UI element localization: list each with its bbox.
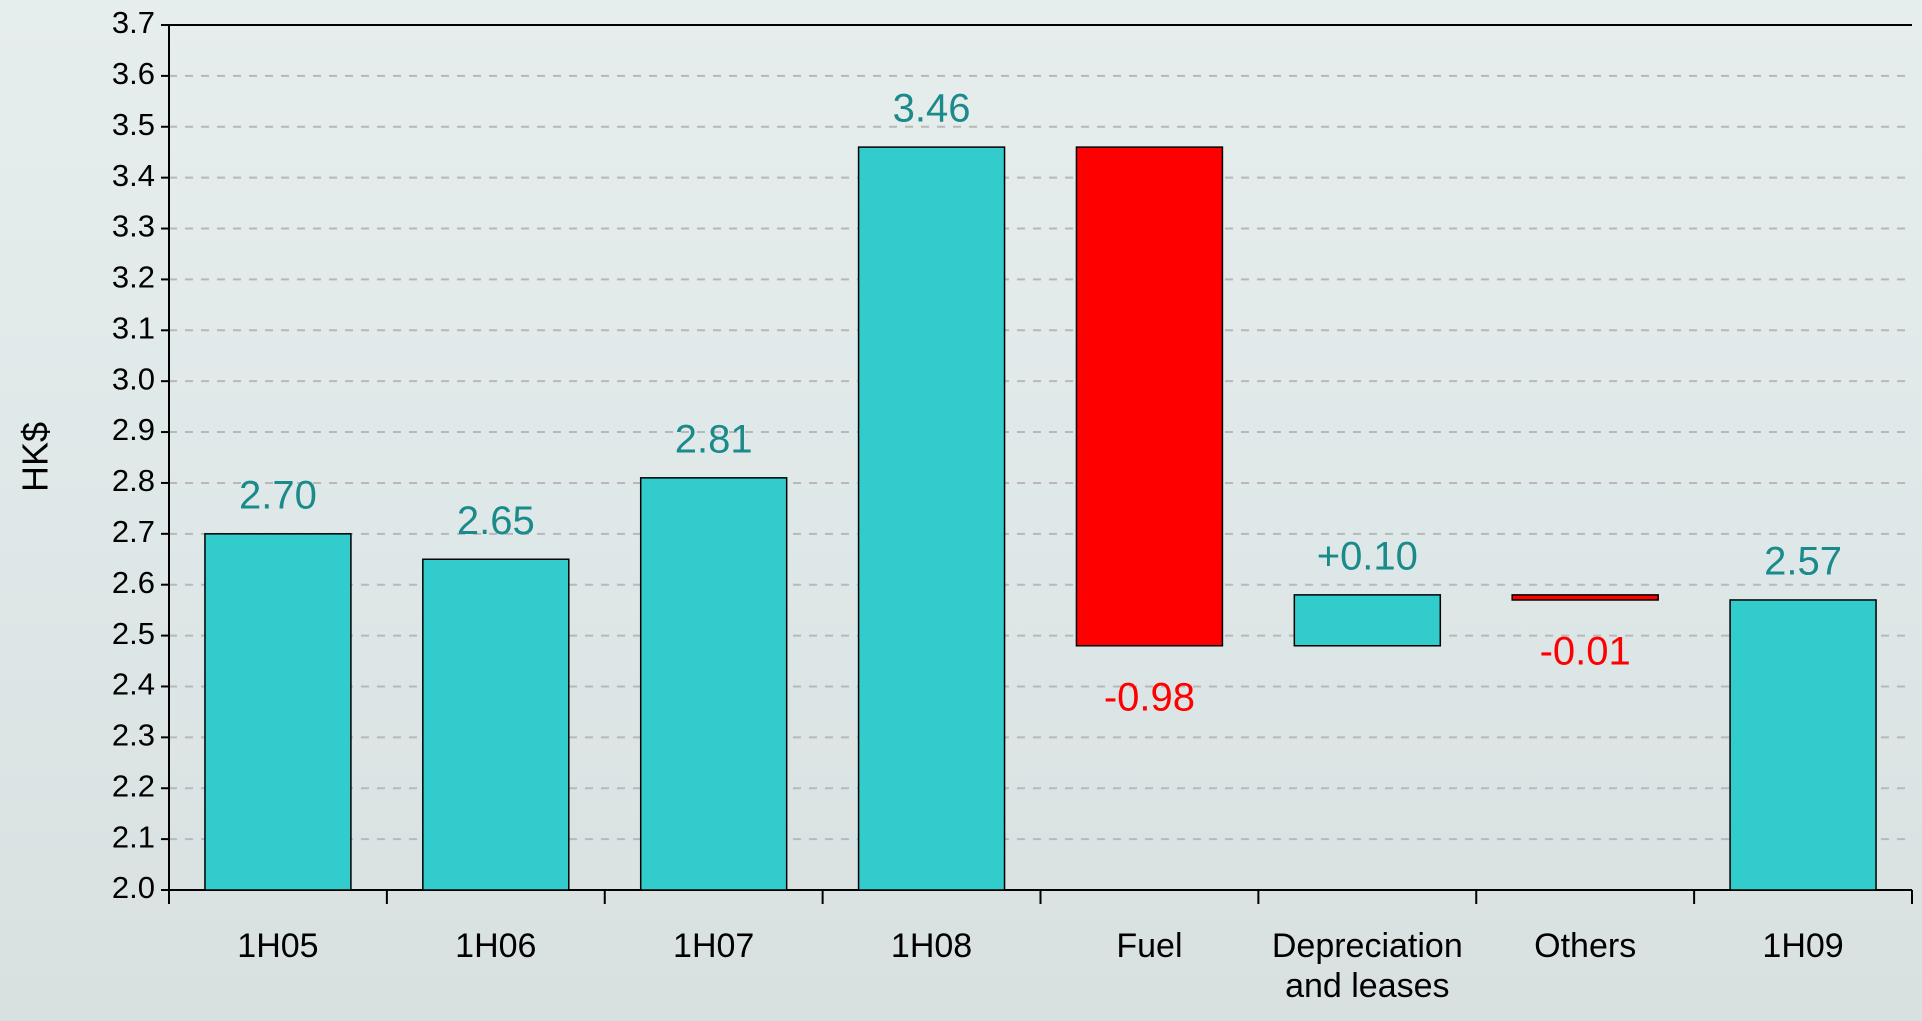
y-tick-label: 3.6 — [112, 56, 155, 91]
y-tick-label: 2.4 — [112, 667, 155, 702]
x-tick-label: 1H06 — [455, 927, 537, 965]
y-tick-label: 3.3 — [112, 209, 155, 244]
y-tick-label: 2.6 — [112, 565, 155, 600]
bar — [1075, 146, 1224, 647]
y-tick-label: 2.0 — [112, 870, 155, 905]
x-tick-label: 1H08 — [890, 927, 973, 965]
y-tick-label: 2.9 — [112, 412, 155, 447]
y-tick-label: 3.1 — [112, 310, 155, 345]
data-label: 2.81 — [675, 417, 753, 461]
data-label: 2.65 — [457, 499, 535, 543]
data-label: 2.57 — [1764, 540, 1842, 584]
x-tick-label: Fuel — [1116, 927, 1183, 965]
y-tick-label: 2.5 — [112, 616, 155, 651]
data-label: 2.70 — [239, 473, 317, 517]
bar — [1729, 599, 1877, 891]
x-tick-label: 1H07 — [673, 927, 755, 965]
bar — [1511, 594, 1659, 601]
y-tick-label: 2.8 — [112, 463, 155, 498]
y-tick-label: 3.0 — [112, 361, 155, 396]
y-tick-label: 2.2 — [112, 768, 155, 803]
x-tick-label: Others — [1534, 927, 1637, 965]
data-label: 3.46 — [893, 87, 971, 131]
bar — [857, 146, 1006, 891]
y-tick-label: 3.2 — [112, 260, 155, 295]
y-tick-label: 3.5 — [112, 107, 155, 142]
x-tick-label: Depreciation and leases — [1271, 927, 1463, 1005]
x-tick-label: 1H05 — [237, 927, 319, 965]
data-label: +0.10 — [1317, 534, 1418, 578]
data-label: -0.01 — [1540, 630, 1631, 674]
bar — [1293, 594, 1442, 647]
bar — [422, 558, 570, 891]
x-tick-label: 1H09 — [1762, 927, 1844, 965]
y-tick-label: 2.1 — [112, 819, 155, 854]
data-label: -0.98 — [1104, 675, 1195, 719]
bar — [639, 477, 788, 891]
y-tick-label: 3.4 — [112, 158, 155, 193]
y-tick-label: 2.3 — [112, 718, 155, 753]
bar — [204, 533, 352, 891]
y-tick-label: 3.7 — [112, 5, 155, 40]
y-tick-label: 2.7 — [112, 514, 155, 549]
y-axis-label: HK$ — [15, 422, 56, 492]
